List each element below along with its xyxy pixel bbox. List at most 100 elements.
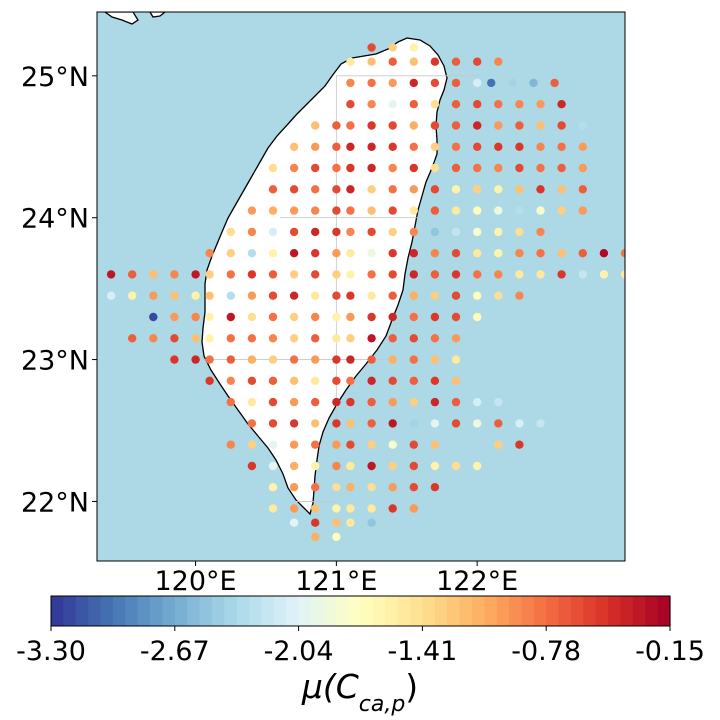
data-point [346, 206, 355, 215]
longitude-axis: 120°E 121°E 122°E [155, 561, 518, 597]
data-point [311, 291, 320, 300]
data-point [226, 397, 235, 407]
data-point [430, 397, 440, 407]
data-point [367, 291, 376, 300]
data-point [332, 227, 341, 237]
data-point [247, 291, 257, 300]
colorbar-step [410, 596, 423, 626]
data-point [473, 142, 482, 151]
colorbar-gradient [51, 596, 671, 626]
data-point [289, 206, 299, 215]
data-point [430, 376, 440, 385]
data-point [247, 440, 257, 449]
data-point [346, 312, 355, 322]
data-point [451, 249, 461, 258]
data-point [557, 142, 566, 151]
data-point [289, 518, 299, 527]
data-point [268, 483, 278, 492]
data-point [409, 57, 418, 66]
data-point [346, 270, 355, 279]
data-point [388, 43, 397, 52]
data-point [311, 461, 320, 471]
colorbar-step [570, 596, 584, 626]
data-point [536, 227, 545, 237]
data-point [311, 227, 320, 237]
data-point [430, 312, 440, 322]
colorbar-step [137, 596, 151, 626]
data-point [332, 312, 341, 322]
data-point [578, 270, 587, 279]
data-point [346, 419, 355, 428]
colorbar-step [51, 596, 64, 626]
data-point [367, 397, 376, 407]
lon-tick-label: 122°E [436, 566, 518, 597]
data-point [515, 270, 524, 279]
data-point [494, 419, 503, 428]
data-point [205, 376, 214, 385]
data-point [430, 206, 440, 215]
data-point [289, 419, 299, 428]
colorbar-step [273, 596, 287, 626]
data-point [289, 355, 299, 364]
data-point [473, 100, 482, 109]
data-point [515, 249, 524, 258]
data-point [268, 461, 278, 471]
data-point [149, 291, 158, 300]
data-point [494, 163, 503, 173]
data-point [311, 518, 320, 527]
data-point [149, 334, 158, 343]
map-layer [103, 12, 625, 542]
data-point [289, 440, 299, 449]
colorbar-step [236, 596, 250, 626]
data-point [332, 397, 341, 407]
map-frame [96, 11, 626, 562]
data-point [388, 483, 397, 492]
colorbar-step [471, 596, 485, 626]
data-point [430, 270, 440, 279]
colorbar-step [484, 596, 498, 626]
data-point [473, 185, 482, 194]
data-point [430, 100, 440, 109]
colorbar-step [447, 596, 461, 626]
data-point [430, 461, 440, 471]
data-point [494, 397, 503, 407]
data-point [346, 100, 355, 109]
data-point [247, 376, 257, 385]
colorbar-step [310, 596, 324, 626]
data-point [473, 163, 482, 173]
data-point [268, 355, 278, 364]
data-point [191, 291, 200, 300]
colorbar-step [100, 596, 114, 626]
data-point [367, 163, 376, 173]
data-point [191, 312, 200, 322]
colorbar-step [422, 596, 436, 626]
colorbar-step [150, 596, 164, 626]
colorbar-step [125, 596, 139, 626]
data-point [226, 270, 235, 279]
colorbar-step [496, 596, 510, 626]
data-point [247, 312, 257, 322]
data-point [494, 142, 503, 151]
colorbar-step [459, 596, 473, 626]
mainland-coast-fragment [103, 12, 139, 25]
data-point [346, 334, 355, 343]
data-point [388, 270, 397, 279]
data-point [247, 461, 257, 471]
data-point [451, 312, 461, 322]
data-point [191, 334, 200, 343]
data-point [128, 291, 137, 300]
data-point [289, 270, 299, 279]
data-point [346, 483, 355, 492]
data-point [494, 249, 503, 258]
data-point [226, 355, 235, 364]
data-point [473, 270, 482, 279]
colorbar-step [174, 596, 188, 626]
lat-tick-label: 24°N [21, 204, 89, 235]
data-point [367, 270, 376, 279]
data-point [289, 227, 299, 237]
data-point [268, 397, 278, 407]
colorbar-step [88, 596, 102, 626]
data-point [367, 355, 376, 364]
colorbar-step [645, 596, 659, 626]
